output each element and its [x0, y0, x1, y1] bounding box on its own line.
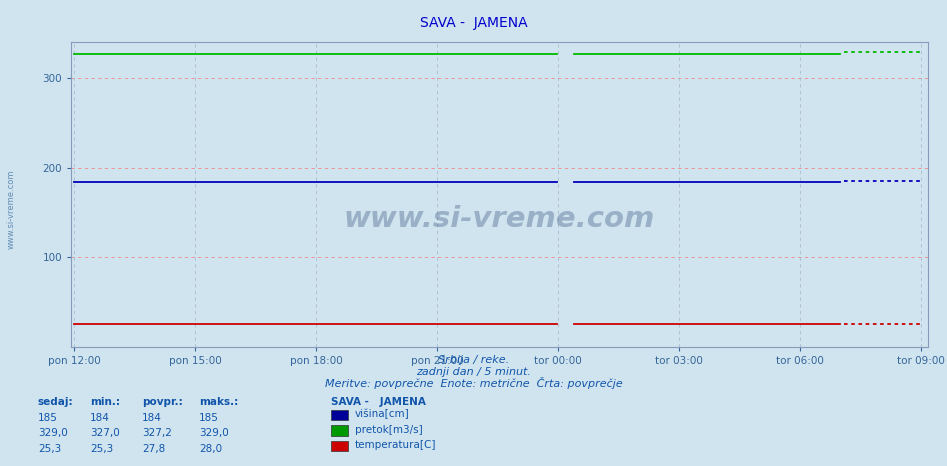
Text: povpr.:: povpr.:: [142, 397, 183, 407]
Text: pretok[m3/s]: pretok[m3/s]: [355, 425, 423, 435]
Text: 329,0: 329,0: [38, 428, 67, 438]
Text: 327,0: 327,0: [90, 428, 119, 438]
Text: 28,0: 28,0: [199, 444, 222, 453]
Text: 25,3: 25,3: [90, 444, 114, 453]
Text: www.si-vreme.com: www.si-vreme.com: [344, 205, 655, 233]
Text: www.si-vreme.com: www.si-vreme.com: [7, 170, 16, 249]
Text: 329,0: 329,0: [199, 428, 228, 438]
Text: 184: 184: [142, 413, 162, 423]
Text: min.:: min.:: [90, 397, 120, 407]
Text: 185: 185: [199, 413, 219, 423]
Text: 185: 185: [38, 413, 58, 423]
Text: 25,3: 25,3: [38, 444, 62, 453]
Text: Srbija / reke.: Srbija / reke.: [438, 356, 509, 365]
Text: sedaj:: sedaj:: [38, 397, 74, 407]
Text: 184: 184: [90, 413, 110, 423]
Text: temperatura[C]: temperatura[C]: [355, 440, 437, 450]
Text: Meritve: povprečne  Enote: metrične  Črta: povprečje: Meritve: povprečne Enote: metrične Črta:…: [325, 377, 622, 389]
Text: SAVA -   JAMENA: SAVA - JAMENA: [331, 397, 426, 407]
Text: 327,2: 327,2: [142, 428, 172, 438]
Text: višina[cm]: višina[cm]: [355, 409, 410, 419]
Text: SAVA -  JAMENA: SAVA - JAMENA: [420, 16, 527, 30]
Text: maks.:: maks.:: [199, 397, 238, 407]
Text: 27,8: 27,8: [142, 444, 166, 453]
Text: zadnji dan / 5 minut.: zadnji dan / 5 minut.: [416, 367, 531, 377]
